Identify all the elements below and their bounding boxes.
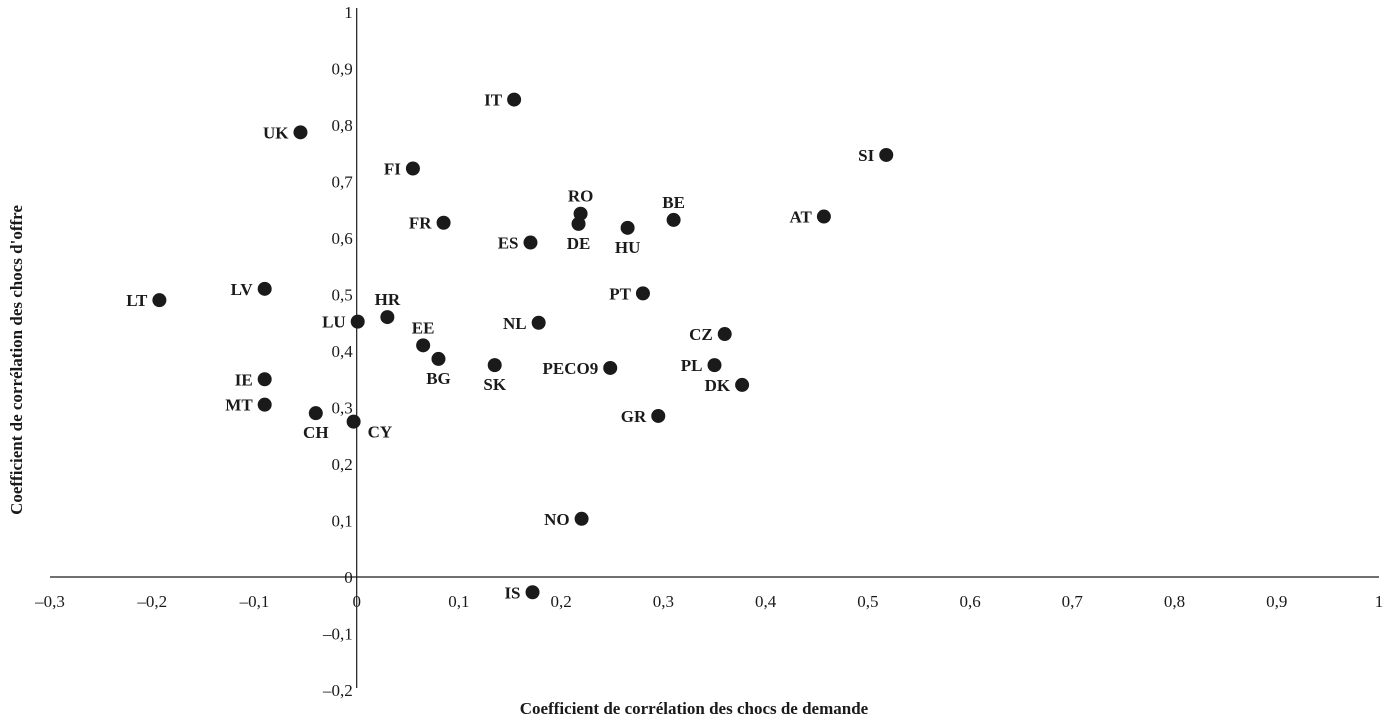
point-label-peco9: PECO9: [542, 359, 598, 378]
axes: [50, 8, 1379, 688]
point-label-si: SI: [858, 146, 874, 165]
point-marker-is: [525, 585, 540, 600]
point-label-is: IS: [504, 583, 520, 602]
point-label-no: NO: [544, 510, 570, 529]
point-label-ee: EE: [412, 318, 435, 337]
point-marker-hu: [620, 220, 635, 235]
y-tick-label: 0,2: [331, 455, 352, 474]
x-tick-label: 0,2: [551, 592, 572, 611]
point-marker-peco9: [603, 360, 618, 375]
point-marker-lv: [257, 281, 272, 296]
point-label-ro: RO: [568, 187, 594, 206]
point-label-bg: BG: [426, 369, 451, 388]
x-tick-label: 0,3: [653, 592, 674, 611]
point-marker-ie: [257, 372, 272, 387]
point-marker-fr: [436, 215, 451, 230]
x-tick-label: –0,2: [136, 592, 167, 611]
point-marker-sk: [487, 358, 502, 373]
point-label-lu: LU: [322, 313, 346, 332]
y-tick-label: 0,3: [331, 399, 352, 418]
point-label-at: AT: [790, 208, 813, 227]
point-marker-ch: [308, 406, 323, 421]
y-axis-title: Coefficient de corrélation des chocs d'o…: [7, 205, 26, 515]
point-label-ch: CH: [303, 423, 329, 442]
point-label-dk: DK: [705, 376, 731, 395]
point-label-cy: CY: [368, 423, 393, 442]
point-marker-pl: [707, 358, 722, 373]
point-marker-dk: [735, 377, 750, 392]
point-label-pl: PL: [681, 356, 703, 375]
y-tick-labels: 1 0,9 0,8 0,7 0,6 0,5 0,4 0,3 0,2 0,1 0 –0,1 –0,2: [322, 3, 353, 700]
point-label-lt: LT: [126, 291, 148, 310]
x-tick-label: 0,6: [959, 592, 980, 611]
y-tick-label: 0,7: [331, 173, 353, 192]
point-label-sk: SK: [483, 375, 506, 394]
x-tick-label: 0,9: [1266, 592, 1287, 611]
point-label-uk: UK: [263, 123, 289, 142]
x-axis-title: Coefficient de corrélation des chocs de …: [520, 699, 869, 718]
y-tick-label: 0,9: [331, 60, 352, 79]
point-marker-bg: [431, 351, 446, 366]
y-tick-label: –0,1: [322, 625, 353, 644]
x-tick-label: 0: [352, 592, 361, 611]
point-marker-fi: [405, 161, 420, 176]
x-tick-label: 1: [1375, 592, 1384, 611]
x-tick-label: –0,1: [239, 592, 270, 611]
y-tick-label: 0,8: [331, 116, 352, 135]
x-tick-labels: –0,3 –0,2 –0,1 0 0,1 0,2 0,3 0,4 0,5 0,6 0,7 0,8 0,9…: [34, 592, 1383, 611]
point-marker-de: [571, 216, 586, 231]
y-tick-label: 0: [344, 568, 353, 587]
point-marker-es: [523, 235, 538, 250]
point-label-fi: FI: [384, 160, 401, 179]
point-marker-at: [816, 209, 831, 224]
point-label-lv: LV: [231, 280, 254, 299]
point-marker-gr: [651, 408, 666, 423]
x-tick-label: 0,7: [1062, 592, 1084, 611]
point-label-de: DE: [567, 234, 591, 253]
point-label-it: IT: [484, 91, 503, 110]
x-tick-label: 0,8: [1164, 592, 1185, 611]
point-label-ie: IE: [235, 370, 253, 389]
point-label-hr: HR: [375, 290, 401, 309]
point-marker-be: [666, 212, 681, 227]
point-label-es: ES: [498, 234, 519, 253]
point-marker-cy: [346, 414, 361, 429]
x-tick-label: 0,5: [857, 592, 878, 611]
point-marker-lt: [152, 293, 167, 308]
point-marker-hr: [380, 310, 395, 325]
point-marker-si: [879, 147, 894, 162]
y-tick-label: 1: [344, 3, 353, 22]
point-label-fr: FR: [409, 214, 432, 233]
point-marker-lu: [350, 314, 365, 329]
x-tick-label: 0,4: [755, 592, 777, 611]
point-marker-mt: [257, 397, 272, 412]
point-marker-nl: [531, 315, 546, 330]
y-tick-label: –0,2: [322, 681, 353, 700]
y-tick-label: 0,6: [331, 229, 352, 248]
x-tick-label: –0,3: [34, 592, 65, 611]
data-points: IT UK SI FI RO BE AT FR DE HU ES LT LV PT HR LU NL CZ EE BG…: [126, 91, 894, 602]
y-tick-label: 0,5: [331, 286, 352, 305]
point-marker-uk: [293, 125, 308, 140]
point-label-be: BE: [662, 193, 685, 212]
y-tick-label: 0,4: [331, 342, 353, 361]
x-tick-label: 0,1: [448, 592, 469, 611]
y-tick-label: 0,1: [331, 512, 352, 531]
point-marker-cz: [717, 327, 732, 342]
point-label-mt: MT: [225, 396, 253, 415]
point-label-hu: HU: [615, 238, 641, 257]
point-marker-it: [507, 92, 522, 107]
point-marker-no: [574, 511, 589, 526]
point-marker-ee: [416, 338, 431, 353]
point-label-nl: NL: [503, 314, 527, 333]
point-marker-pt: [635, 286, 650, 301]
point-label-gr: GR: [621, 407, 647, 426]
point-label-cz: CZ: [689, 325, 713, 344]
point-label-pt: PT: [609, 284, 631, 303]
